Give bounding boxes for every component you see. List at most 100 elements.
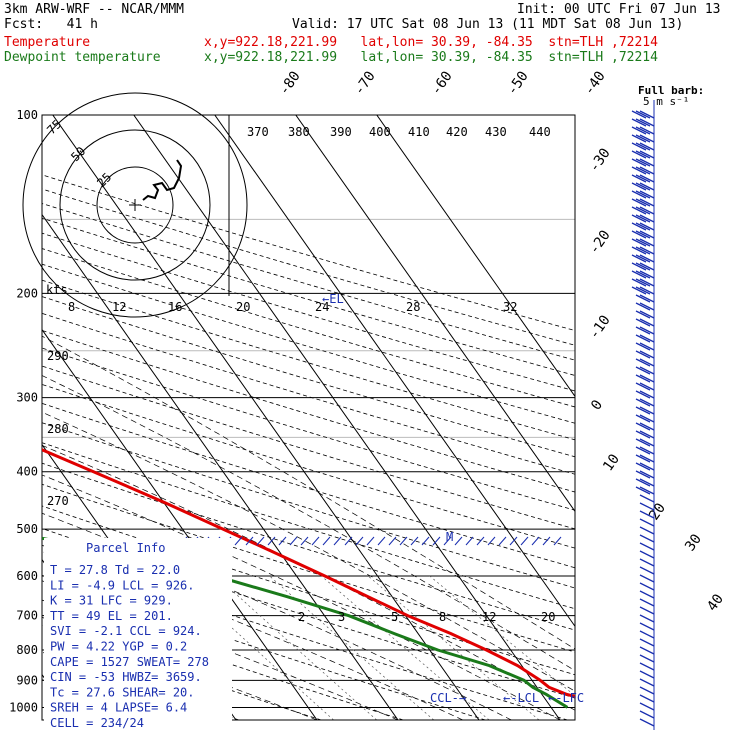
dry-adiabat-line: [42, 422, 575, 589]
dry-adiabat-line: [42, 347, 575, 511]
wind-barb: [639, 414, 655, 423]
mixing-ratio-line: [321, 575, 490, 720]
wind-barb: [639, 622, 655, 631]
temperature-legend-label: Temperature: [4, 35, 91, 50]
isotherm-tick-label: -20: [586, 227, 614, 257]
theta-tick-label: 390: [330, 125, 352, 139]
wind-barb: [631, 214, 647, 223]
wind-barb: [635, 422, 651, 431]
wind-barb: [639, 454, 655, 463]
dry-adiabat-line: [42, 279, 575, 441]
isotherm-tick-label: -70: [351, 68, 379, 98]
pressure-tick-label: 600: [16, 569, 38, 583]
wind-barb: [639, 110, 655, 119]
mixing-ratio-tick-label: 28: [406, 300, 420, 314]
wind-barb: [635, 262, 651, 271]
wind-barb: [635, 358, 651, 367]
isotherm-tick-label: -10: [586, 312, 614, 342]
moist-adiabat-line: [42, 335, 575, 650]
parcel-info-row: CAPE = 1527 SWEAT= 278: [50, 655, 209, 669]
wind-barb: [635, 430, 651, 439]
wind-barb: [639, 254, 655, 263]
dry-adiabat-line: [42, 402, 575, 569]
temperature-location: x,y=922.18,221.99 lat,lon= 30.39, -84.35…: [204, 35, 658, 50]
isotherm-tick-label: 20: [646, 500, 669, 523]
wind-barb: [639, 526, 655, 535]
isotherm-line: [376, 115, 575, 398]
wind-barb: [639, 606, 655, 615]
wind-barb: [631, 270, 647, 279]
parcel-info-title: Parcel Info: [86, 541, 165, 555]
theta-tick-label: 430: [485, 125, 507, 139]
wind-barb: [639, 366, 655, 375]
m-level-marker: M: [446, 530, 453, 544]
wind-barb: [635, 166, 651, 175]
wind-barb: [635, 446, 651, 455]
wind-barb: [635, 478, 651, 487]
mixing-ratio-tick-label: 24: [315, 300, 329, 314]
isotherm-line: [42, 213, 399, 720]
parcel-info-background: [44, 538, 232, 724]
dry-adiabat-line: [42, 527, 575, 699]
wind-barb: [639, 118, 655, 127]
wind-barb: [639, 518, 655, 527]
dry-adiabat-line: [42, 248, 575, 408]
wind-barb: [639, 502, 655, 511]
wind-barb: [635, 438, 651, 447]
wind-barb: [635, 318, 651, 327]
wind-barb: [635, 454, 651, 463]
wind-barb: [639, 638, 655, 647]
pressure-tick-label: 700: [16, 609, 38, 623]
dewpoint-profile-line: [42, 536, 569, 709]
wind-barb: [631, 182, 647, 191]
wind-barb: [631, 230, 647, 239]
wind-barb: [639, 390, 655, 399]
wind-barb: [639, 134, 655, 143]
isotherm-line: [295, 115, 575, 513]
wind-barb: [639, 222, 655, 231]
isotherm-tick-label: 0: [588, 397, 606, 413]
wind-barb-legend-title: Full barb:: [638, 84, 704, 97]
wind-barb: [639, 182, 655, 191]
wind-barb: [631, 198, 647, 207]
hodograph-ring: [59, 129, 211, 281]
wind-barb: [639, 206, 655, 215]
wind-barb: [639, 278, 655, 287]
wind-barb: [631, 190, 647, 199]
wind-barb: [639, 382, 655, 391]
wind-barb: [631, 110, 647, 119]
temperature-profile-line: [42, 448, 575, 699]
wind-barb: [639, 446, 655, 455]
init-time: Init: 00 UTC Fri 07 Jun 13: [517, 2, 721, 17]
wind-barb: [635, 390, 651, 399]
mixing-ratio-tick-label: 32: [503, 300, 517, 314]
wind-barb: [631, 118, 647, 127]
wind-barb: [639, 478, 655, 487]
dry-adiabat-line: [42, 483, 575, 653]
wind-barb: [631, 262, 647, 271]
wind-barb: [635, 174, 651, 183]
plot-frame: [41, 114, 576, 721]
wind-barb-legend-unit: 5 m s⁻¹: [643, 95, 689, 108]
wind-barb: [639, 590, 655, 599]
wind-barb: [631, 142, 647, 151]
wind-barb: [635, 470, 651, 479]
wind-barb-row: [278, 536, 287, 546]
wind-barb-row: [498, 536, 507, 546]
wind-barb: [635, 150, 651, 159]
pressure-tick-label: 500: [16, 522, 38, 536]
wind-barb: [635, 134, 651, 143]
mixing-ratio-tick-label: 8: [68, 300, 75, 314]
parcel-info-panel: Parcel Info T = 27.8 Td = 22.0LI = -4.9 L…: [44, 538, 232, 730]
wind-barb: [635, 302, 651, 311]
model-title: 3km ARW-WRF -- NCAR/MMM: [4, 2, 185, 17]
theta-tick-label: 440: [529, 125, 551, 139]
wind-barb: [635, 310, 651, 319]
wind-barb: [639, 302, 655, 311]
wind-barb: [635, 190, 651, 199]
theta-tick-label: 380: [288, 125, 310, 139]
dewpoint-location: x,y=922.18,221.99 lat,lon= 30.39, -84.35…: [204, 50, 658, 65]
wind-barb: [635, 110, 651, 119]
wind-barb: [639, 630, 655, 639]
wind-barb: [635, 374, 651, 383]
